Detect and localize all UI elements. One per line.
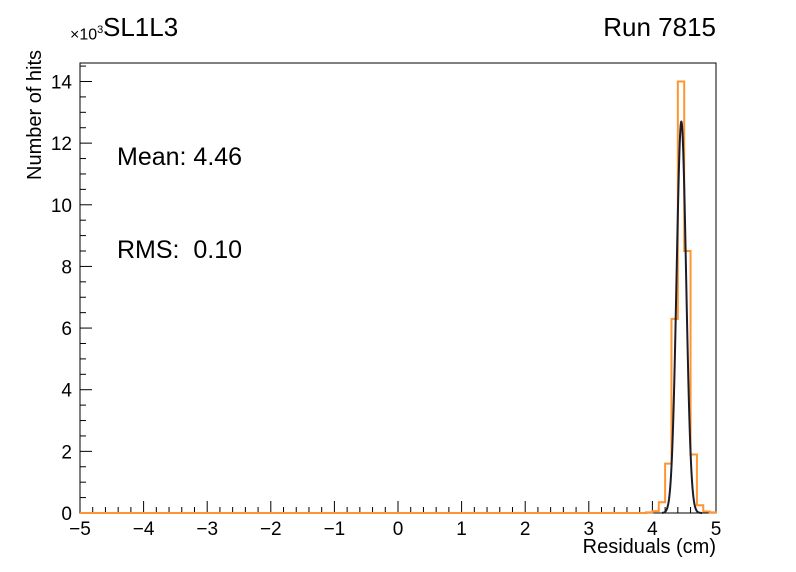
x-tick-label: −3 — [196, 519, 218, 540]
y-axis-multiplier-exponent: 3 — [97, 24, 104, 36]
plot-title: SL1L3 — [103, 12, 179, 42]
stats-rms: RMS: 0.10 — [117, 236, 243, 264]
x-tick-label: 0 — [393, 519, 404, 540]
x-tick-label: −1 — [324, 519, 346, 540]
y-tick-label: 10 — [51, 196, 72, 217]
x-tick-label: 5 — [711, 519, 722, 540]
stats-block: Mean: 4.46 RMS: 0.10 — [117, 80, 242, 328]
y-tick-label: 2 — [61, 442, 72, 463]
y-tick-label: 6 — [61, 319, 72, 340]
x-tick-label: −4 — [133, 519, 155, 540]
y-tick-label: 0 — [61, 504, 72, 525]
x-axis-title: Residuals (cm) — [582, 536, 716, 558]
x-tick-label: 2 — [520, 519, 531, 540]
y-tick-label: 12 — [51, 134, 72, 155]
x-tick-label: 4 — [647, 519, 658, 540]
y-tick-label: 14 — [51, 72, 73, 93]
x-tick-label: 3 — [584, 519, 595, 540]
residuals-histogram — [80, 80, 717, 514]
x-tick-label: −2 — [260, 519, 282, 540]
x-tick-label: 1 — [456, 519, 467, 540]
stats-mean: Mean: 4.46 — [117, 143, 243, 171]
y-axis-title: Number of hits — [24, 49, 46, 180]
run-label: Run 7815 — [603, 12, 716, 42]
y-axis-multiplier-base: ×10 — [70, 26, 98, 44]
y-tick-label: 4 — [61, 381, 72, 402]
y-axis-multiplier: ×103 — [70, 24, 103, 44]
gaussian-fit — [661, 120, 703, 514]
y-tick-label: 8 — [61, 257, 72, 278]
x-tick-label: −5 — [69, 519, 91, 540]
